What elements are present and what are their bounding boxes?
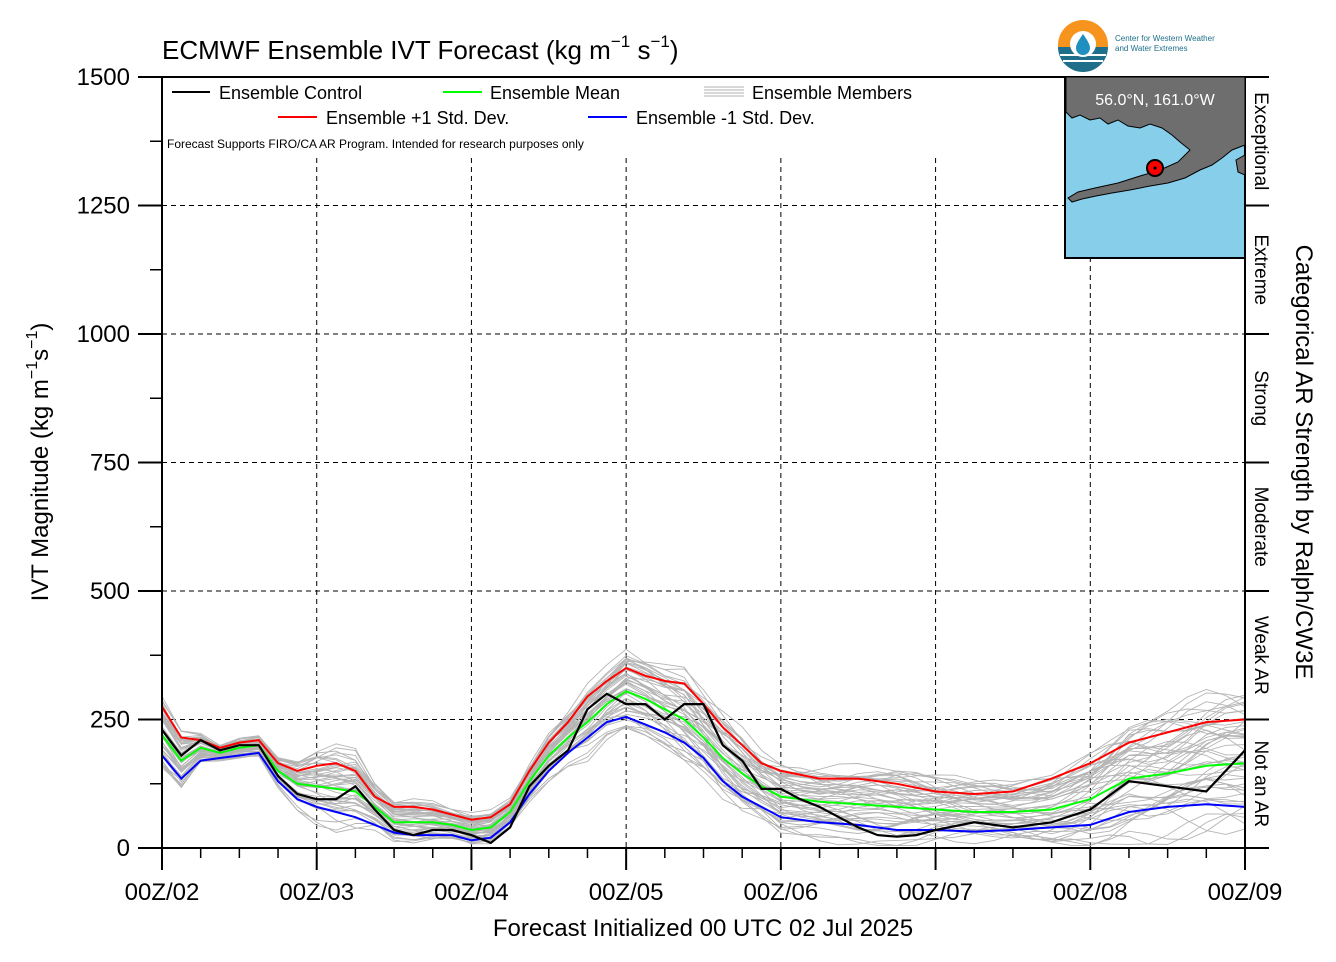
legend-swatch-members: [704, 86, 744, 97]
ensemble-member-line: [161, 713, 1246, 846]
legend-label-minus-std: Ensemble -1 Std. Dev.: [636, 108, 815, 128]
y-tick-label: 1250: [77, 193, 130, 220]
ensemble-member-line: [161, 693, 1246, 824]
ensemble-member-line: [161, 703, 1246, 841]
y-tick-label: 1000: [77, 321, 130, 348]
logo-text-line2: and Water Extremes: [1115, 44, 1188, 53]
inset-map: 56.0°N, 161.0°W: [1064, 76, 1246, 259]
ar-categories: Not an AR Weak AR Moderate Strong Extreme Exc…: [1245, 76, 1271, 849]
y-tick-label: 250: [90, 707, 130, 734]
legend-label-mean: Ensemble Mean: [490, 83, 620, 103]
right-axis-label: Categorical AR Strength by Ralph/CW3E: [1290, 245, 1317, 680]
category-label: Strong: [1250, 370, 1271, 426]
x-tick-label: 00Z/02: [125, 879, 200, 906]
logo-text-line1: Center for Western Weather: [1115, 34, 1215, 43]
inset-coordinates: 56.0°N, 161.0°W: [1095, 92, 1215, 109]
cw3e-logo: Center for Western Weather and Water Ext…: [1058, 20, 1215, 72]
chart-title: ECMWF Ensemble IVT Forecast (kg m−1 s−1): [162, 32, 679, 65]
ensemble-member-line: [161, 701, 1246, 833]
x-tick-label: 00Z/06: [743, 879, 818, 906]
x-axis-label: Forecast Initialized 00 UTC 02 Jul 2025: [493, 915, 913, 942]
series-line-ensemble-control: [161, 692, 1246, 845]
ensemble-members: [161, 648, 1246, 846]
series-line-ensemble-1-std-dev: [161, 715, 1246, 842]
y-tick-label: 500: [90, 578, 130, 605]
x-tick-label: 00Z/07: [898, 879, 973, 906]
inset-land: [1065, 76, 1246, 203]
legend-label-plus-std: Ensemble +1 Std. Dev.: [326, 108, 509, 128]
ensemble-member-line: [161, 725, 1246, 846]
y-axis-label: IVT Magnitude (kg m−1s−1): [24, 323, 54, 602]
inset-land-east: [1235, 154, 1246, 176]
category-label: Moderate: [1250, 487, 1271, 567]
legend-label-control: Ensemble Control: [219, 83, 362, 103]
y-tick-label: 750: [90, 450, 130, 477]
ensemble-member-line: [161, 672, 1246, 820]
category-label: Extreme: [1250, 234, 1271, 305]
research-note: Forecast Supports FIRO/CA AR Program. In…: [167, 137, 584, 151]
logo-wave: [1058, 47, 1108, 72]
ensemble-member-line: [161, 683, 1246, 821]
category-label: Not an AR: [1250, 740, 1271, 827]
x-ticks: 00Z/02 00Z/03 00Z/04 00Z/05 00Z/06 00Z/07 00Z/…: [125, 848, 1283, 906]
series-line-ensemble-mean: [161, 690, 1246, 832]
ensemble-member-line: [161, 661, 1246, 826]
x-tick-label: 00Z/03: [279, 879, 354, 906]
ensemble-member-line: [161, 680, 1246, 831]
legend: Ensemble Control Ensemble Mean Ensemble …: [163, 78, 1063, 154]
ensemble-series: [161, 666, 1246, 845]
x-tick-label: 00Z/05: [589, 879, 664, 906]
category-label: Weak AR: [1250, 616, 1271, 695]
y-tick-label: 0: [117, 835, 130, 862]
ensemble-member-line: [161, 672, 1246, 828]
water-drop-icon: [1076, 34, 1090, 55]
series-line-ensemble-1-std-dev: [161, 666, 1246, 821]
ensemble-member-line: [161, 725, 1246, 845]
x-tick-label: 00Z/04: [434, 879, 509, 906]
legend-label-members: Ensemble Members: [752, 83, 912, 103]
ensemble-member-line: [161, 715, 1246, 836]
y-tick-label: 1500: [77, 64, 130, 91]
category-label: Exceptional: [1250, 92, 1271, 190]
y-ticks: 0 250 500 750 1000 1250 1500: [77, 64, 162, 862]
location-marker-dot: [1153, 166, 1157, 170]
ensemble-member-line: [161, 658, 1246, 823]
ensemble-member-line: [161, 697, 1246, 843]
x-tick-label: 00Z/09: [1208, 879, 1283, 906]
ensemble-member-line: [161, 668, 1246, 831]
x-tick-label: 00Z/08: [1053, 879, 1128, 906]
